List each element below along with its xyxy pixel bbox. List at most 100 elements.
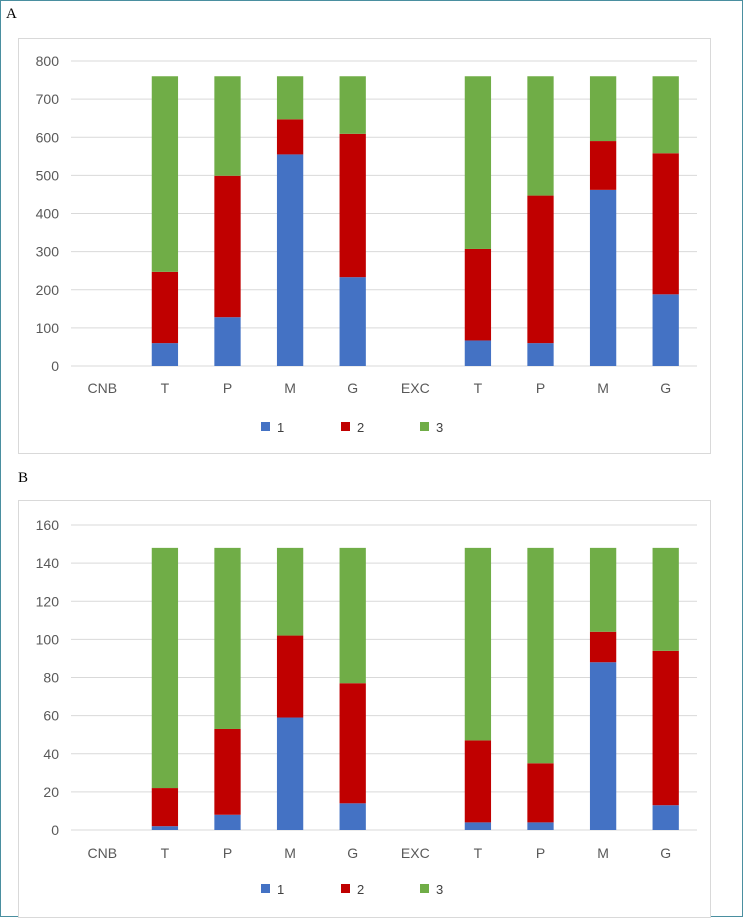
chartb-bar-m-series-2 — [276, 635, 304, 718]
chartb-bar-t-series-2 — [151, 788, 179, 827]
chartb-x-tick-label: EXC — [401, 845, 430, 861]
charta-y-tick-label: 100 — [36, 320, 60, 336]
charta-bar-m-series-3 — [589, 76, 617, 142]
chartb-x-tick-label: P — [223, 845, 232, 861]
charta-y-tick-label: 300 — [36, 244, 60, 260]
charta-bar-p-series-1 — [527, 343, 554, 366]
chart-a-svg: 0 100 200 300 400 500 600 700 800 CNB T P M G EXC T P M G 1… — [36, 53, 697, 435]
chartb-bar-t-series-3 — [464, 547, 492, 741]
chartb-x-tick-label: T — [161, 845, 170, 861]
charta-y-tick-label: 400 — [36, 206, 60, 222]
charta-bar-p-series-1 — [214, 317, 241, 366]
charta-bar-m-series-1 — [276, 154, 304, 366]
chartb-y-tick-label: 120 — [36, 593, 60, 609]
chartb-bar-g-series-1 — [339, 803, 366, 830]
chartb-bar-g-series-2 — [652, 650, 679, 806]
chartb-legend-label: 2 — [357, 882, 364, 897]
chartb-bar-p-series-3 — [214, 547, 241, 729]
charta-bar-t-series-2 — [151, 271, 179, 344]
chartb-bar-p-series-3 — [527, 547, 554, 764]
chartb-bar-t-series-2 — [464, 740, 492, 823]
chartb-y-tick-label: 40 — [43, 746, 59, 762]
chartb-bar-p-series-2 — [527, 763, 554, 823]
charta-x-tick-label: G — [660, 380, 671, 396]
chartb-bar-p-series-1 — [527, 822, 554, 830]
chart-a: 0 100 200 300 400 500 600 700 800 CNB T P M G EXC T P M G 1… — [18, 38, 711, 454]
charta-bar-m-series-2 — [276, 119, 304, 155]
chartb-bar-m-series-1 — [276, 717, 304, 830]
chartb-y-tick-label: 0 — [51, 822, 59, 838]
chartb-bar-m-series-3 — [276, 547, 304, 636]
chartb-y-tick-label: 20 — [43, 784, 59, 800]
chartb-legend-swatch-1 — [261, 884, 270, 893]
chartb-bar-m-series-2 — [589, 631, 617, 663]
charta-x-tick-label: M — [597, 380, 609, 396]
chartb-bar-g-series-2 — [339, 683, 366, 804]
charta-y-tick-label: 600 — [36, 129, 60, 145]
charta-bar-t-series-1 — [464, 340, 492, 366]
charta-x-tick-label: T — [161, 380, 170, 396]
charta-bar-m-series-3 — [276, 76, 304, 120]
chartb-y-tick-label: 140 — [36, 555, 60, 571]
charta-bar-g-series-2 — [339, 133, 366, 278]
chartb-bar-p-series-2 — [214, 728, 241, 815]
charta-bar-g-series-1 — [652, 294, 679, 366]
chartb-x-tick-label: M — [597, 845, 609, 861]
chartb-legend-swatch-2 — [341, 884, 350, 893]
chartb-legend-swatch-3 — [420, 884, 429, 893]
charta-y-tick-label: 200 — [36, 282, 60, 298]
charta-x-tick-label: CNB — [88, 380, 118, 396]
charta-x-tick-label: M — [284, 380, 296, 396]
charta-bar-g-series-3 — [652, 76, 679, 154]
chart-b-svg: 0 20 40 60 80 100 120 140 160 CNB T P M G EXC T P M G 1 2 3 — [36, 517, 697, 897]
panel-a-label: A — [6, 6, 17, 22]
charta-bar-g-series-1 — [339, 277, 366, 366]
charta-bar-p-series-3 — [527, 76, 554, 196]
charta-bar-g-series-2 — [652, 153, 679, 295]
charta-x-tick-label: T — [474, 380, 483, 396]
charta-bar-m-series-1 — [589, 189, 617, 366]
charta-x-tick-label: P — [223, 380, 232, 396]
chartb-x-tick-label: CNB — [88, 845, 118, 861]
charta-bar-m-series-2 — [589, 141, 617, 190]
chartb-y-tick-label: 100 — [36, 631, 60, 647]
chartb-x-tick-label: G — [660, 845, 671, 861]
chartb-x-tick-label: G — [347, 845, 358, 861]
chartb-legend-label: 3 — [436, 882, 443, 897]
charta-bar-p-series-3 — [214, 76, 241, 176]
charta-x-tick-label: EXC — [401, 380, 430, 396]
chartb-bar-t-series-3 — [151, 547, 179, 789]
chart-b: 0 20 40 60 80 100 120 140 160 CNB T P M G EXC T P M G 1 2 3 — [18, 500, 711, 918]
charta-legend-label: 1 — [277, 420, 284, 435]
charta-y-tick-label: 700 — [36, 91, 60, 107]
panel-b-label: B — [18, 470, 29, 486]
charta-y-tick-label: 800 — [36, 53, 60, 69]
charta-y-tick-label: 0 — [51, 358, 59, 374]
chartb-x-tick-label: M — [284, 845, 296, 861]
charta-bar-g-series-3 — [339, 76, 366, 134]
chartb-y-tick-label: 80 — [43, 670, 59, 686]
charta-legend-label: 2 — [357, 420, 364, 435]
chartb-y-tick-label: 160 — [36, 517, 60, 533]
charta-bar-t-series-3 — [151, 76, 179, 272]
chartb-x-tick-label: T — [474, 845, 483, 861]
charta-legend-swatch-2 — [341, 422, 350, 431]
chartb-bar-t-series-1 — [151, 826, 179, 830]
charta-x-tick-label: G — [347, 380, 358, 396]
charta-bar-p-series-2 — [527, 195, 554, 344]
charta-bar-t-series-3 — [464, 76, 492, 249]
charta-legend-label: 3 — [436, 420, 443, 435]
chartb-bar-g-series-3 — [652, 547, 679, 651]
charta-legend-swatch-3 — [420, 422, 429, 431]
charta-bar-t-series-2 — [464, 248, 492, 341]
chartb-bar-g-series-3 — [339, 547, 366, 684]
chartb-bar-g-series-1 — [652, 805, 679, 830]
charta-legend-swatch-1 — [261, 422, 270, 431]
charta-bar-p-series-2 — [214, 175, 241, 318]
charta-bar-t-series-1 — [151, 343, 179, 366]
chartb-y-tick-label: 60 — [43, 708, 59, 724]
chartb-bar-p-series-1 — [214, 814, 241, 830]
chartb-bar-m-series-1 — [589, 662, 617, 830]
charta-y-tick-label: 500 — [36, 167, 60, 183]
charta-x-tick-label: P — [536, 380, 545, 396]
